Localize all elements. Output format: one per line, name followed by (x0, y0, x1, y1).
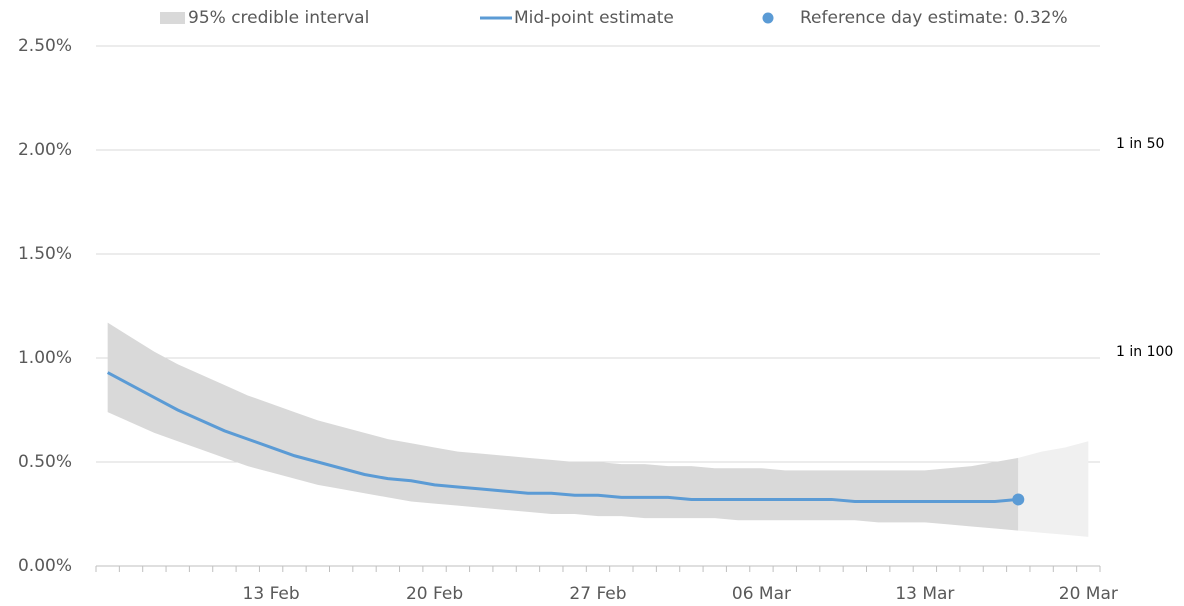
credible-band (107, 322, 1019, 531)
y-tick-label: 0.00% (18, 556, 72, 576)
x-tick-label: 06 Mar (732, 584, 791, 604)
x-tick-label: 13 Mar (895, 584, 954, 604)
credible-band (1018, 441, 1089, 537)
y-tick-label: 1.50% (18, 244, 72, 264)
legend-swatch (762, 12, 774, 24)
x-tick-label: 13 Feb (243, 584, 300, 604)
mid-line (106, 371, 1019, 504)
legend-label: Reference day estimate: 0.32% (800, 8, 1068, 28)
legend-label: 95% credible interval (188, 8, 369, 28)
legend-swatch (160, 12, 185, 24)
y-tick-label: 0.50% (18, 452, 72, 472)
y-tick-label: 2.00% (18, 140, 72, 160)
legend-label: Mid-point estimate (514, 8, 674, 28)
x-tick-label: 27 Feb (569, 584, 626, 604)
y-tick-label: 2.50% (18, 36, 72, 56)
annotation: 1 in 50 (1116, 136, 1164, 152)
x-tick-label: 20 Mar (1059, 584, 1118, 604)
x-tick-label: 20 Feb (406, 584, 463, 604)
annotation: 1 in 100 (1116, 344, 1173, 360)
y-tick-label: 1.00% (18, 348, 72, 368)
reference-point (1012, 493, 1025, 506)
